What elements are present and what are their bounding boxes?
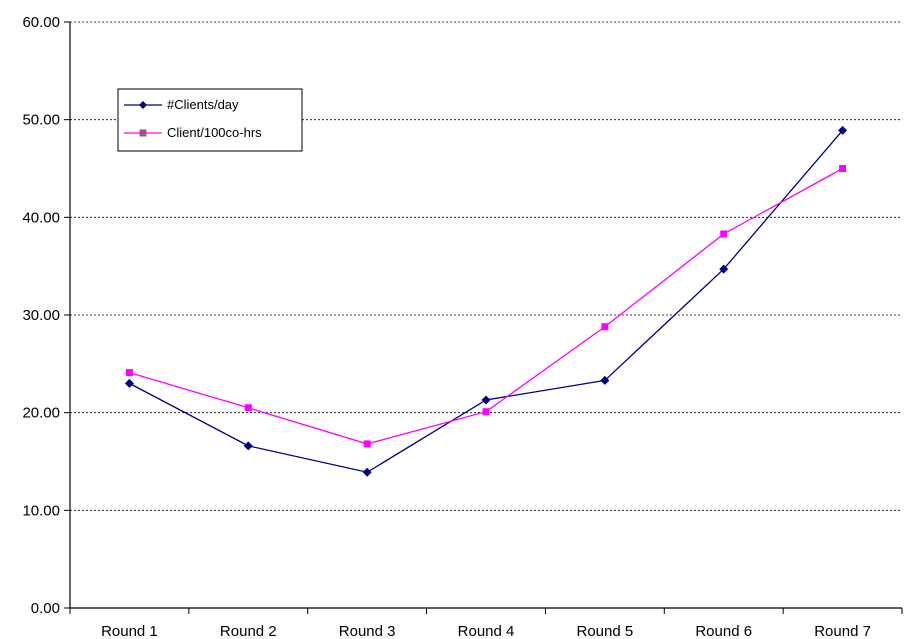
data-point: [362, 467, 372, 477]
data-point: [481, 395, 491, 405]
data-point: [720, 230, 728, 238]
data-point: [839, 165, 847, 172]
x-tick-label: Round 6: [695, 623, 752, 639]
x-tick-label: Round 5: [576, 623, 633, 639]
data-point: [601, 323, 609, 331]
data-point: [719, 264, 729, 274]
legend-label-clients-per-day: #Clients/day: [167, 97, 239, 112]
y-axis-tick-labels: 0.00 10.00 20.00 30.00 40.00 50.00 60.00: [22, 14, 60, 617]
data-point: [838, 125, 848, 135]
y-tick-label: 60.00: [22, 14, 60, 31]
axes: [64, 21, 903, 614]
series-line-0: [129, 129, 844, 473]
legend-marker-clients-per-day: [139, 101, 147, 109]
y-tick-label: 20.00: [22, 405, 60, 422]
x-tick-label: Round 7: [814, 623, 871, 639]
legend-label-client-per-100co-hrs: Client/100co-hrs: [167, 125, 262, 140]
y-tick-label: 0.00: [31, 600, 60, 617]
legend-marker-client-per-100co-hrs: [139, 129, 147, 137]
data-point: [244, 404, 252, 412]
data-point: [243, 441, 253, 451]
data-point: [482, 408, 490, 416]
x-tick-label: Round 4: [458, 623, 515, 639]
data-point: [600, 375, 610, 385]
series-group: [124, 125, 848, 477]
legend-box: [117, 88, 303, 152]
x-tick-label: Round 1: [101, 623, 158, 639]
x-tick-label: Round 2: [220, 623, 277, 639]
data-point: [124, 378, 134, 388]
legend: #Clients/day Client/100co-hrs: [117, 88, 303, 152]
x-tick-label: Round 3: [339, 623, 396, 639]
y-tick-label: 50.00: [22, 112, 60, 129]
y-tick-label: 30.00: [22, 307, 60, 324]
data-point: [363, 440, 371, 448]
x-axis-tick-labels: Round 1 Round 2 Round 3 Round 4 Round 5 Round…: [101, 623, 871, 639]
y-tick-label: 10.00: [22, 502, 60, 519]
data-point: [125, 369, 133, 377]
y-tick-label: 40.00: [22, 209, 60, 226]
